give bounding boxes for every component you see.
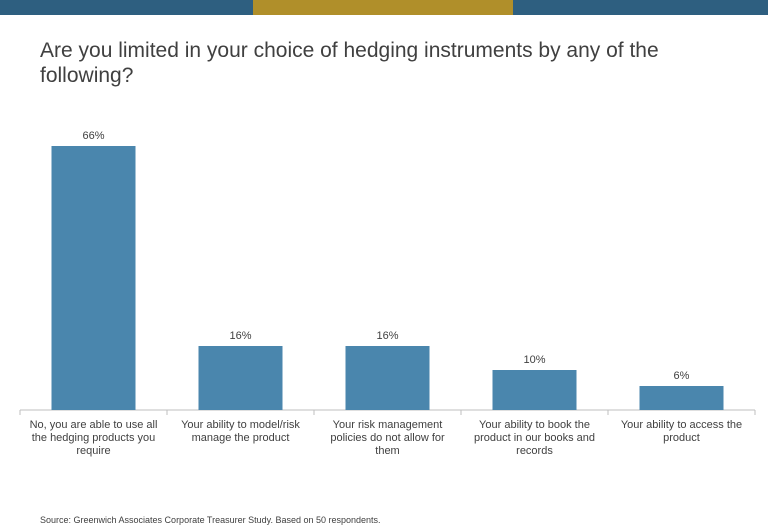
data-label: 16% [376,330,398,342]
data-label: 66% [82,130,104,142]
category-label: Your ability to access the product [621,419,742,444]
bar [345,346,430,410]
category-label: No, you are able to use all the hedging p… [30,419,158,457]
category-label: Your risk management policies do not allo… [330,419,445,457]
header-bar-right [513,0,768,15]
bar [51,146,136,410]
category-label: Your ability to model/risk manage the pro… [181,419,300,444]
header-bar-middle [253,0,513,15]
bar [639,386,724,410]
header-color-bar [0,0,768,15]
header-bar-left [0,0,253,15]
category-label: Your ability to book the product in our b… [474,419,595,457]
source-note: Source: Greenwich Associates Corporate T… [40,515,381,525]
data-label: 16% [229,330,251,342]
bar [198,346,283,410]
chart-title: Are you limited in your choice of hedgin… [40,39,659,87]
bar [492,370,577,410]
data-label: 6% [674,370,690,382]
data-label: 10% [523,354,545,366]
